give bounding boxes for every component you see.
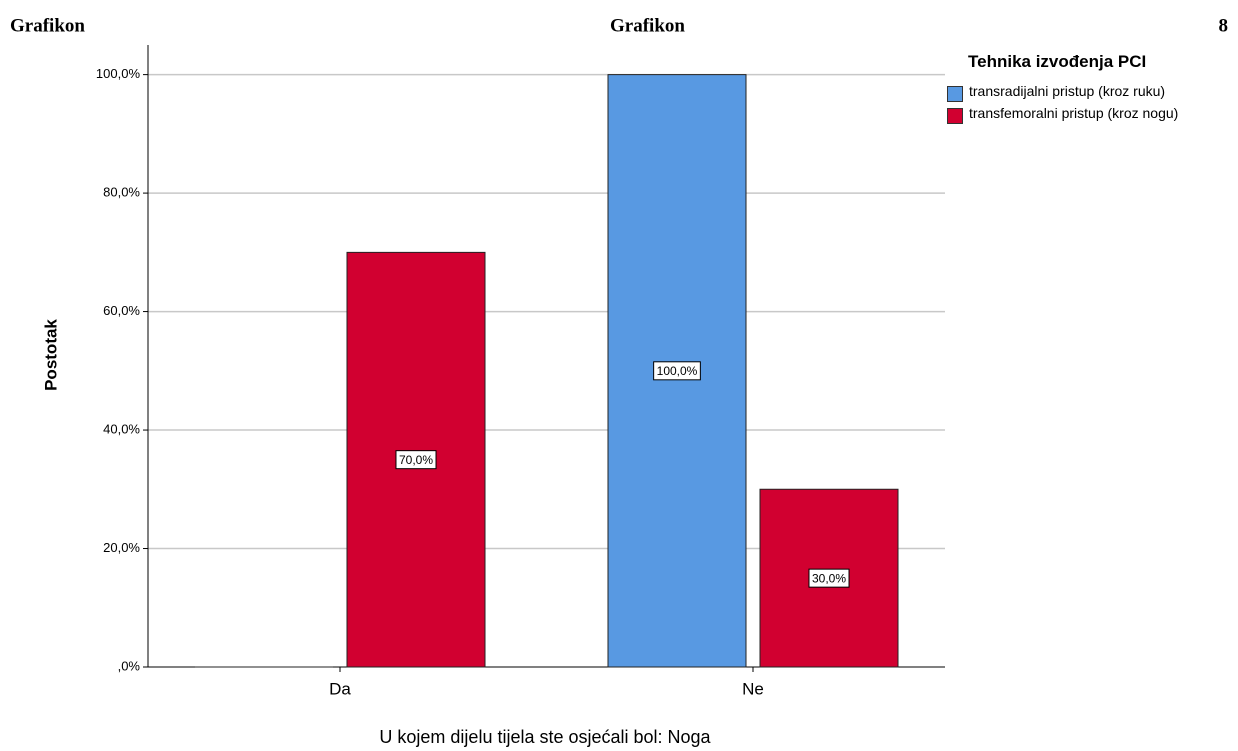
legend-item: transfemoralni pristup (kroz nogu) (945, 106, 1235, 124)
y-tick-label: 20,0% (103, 540, 140, 555)
x-axis-label: U kojem dijelu tijela ste osjećali bol: … (379, 727, 711, 747)
y-tick-label: 40,0% (103, 421, 140, 436)
y-tick-label: ,0% (118, 658, 141, 673)
legend-swatch (947, 86, 963, 102)
legend-label: transfemoralni pristup (kroz nogu) (969, 105, 1179, 121)
legend-item: transradijalni pristup (kroz ruku) (945, 84, 1235, 102)
y-axis-label: Postotak (41, 319, 60, 391)
value-label-box (653, 361, 701, 381)
value-label: 30,0% (812, 571, 846, 585)
legend: Tehnika izvođenja PCI transradijalni pri… (945, 52, 1235, 128)
value-label: 100,0% (657, 364, 698, 378)
y-tick-label: 80,0% (103, 185, 140, 200)
header-text: Grafikon (10, 15, 85, 36)
x-tick-label: Da (329, 679, 351, 698)
header-text: 8 (1219, 15, 1229, 36)
value-label-box (808, 568, 850, 588)
legend-title: Tehnika izvođenja PCI (968, 52, 1147, 71)
legend-label: transradijalni pristup (kroz ruku) (969, 83, 1166, 99)
value-label: 70,0% (399, 453, 433, 467)
header-text: Grafikon (610, 15, 685, 36)
value-label-box (395, 450, 437, 470)
x-tick-label: Ne (742, 679, 764, 698)
legend-swatch (947, 108, 963, 124)
y-tick-label: 60,0% (103, 303, 140, 318)
y-tick-label: 100,0% (96, 66, 141, 81)
